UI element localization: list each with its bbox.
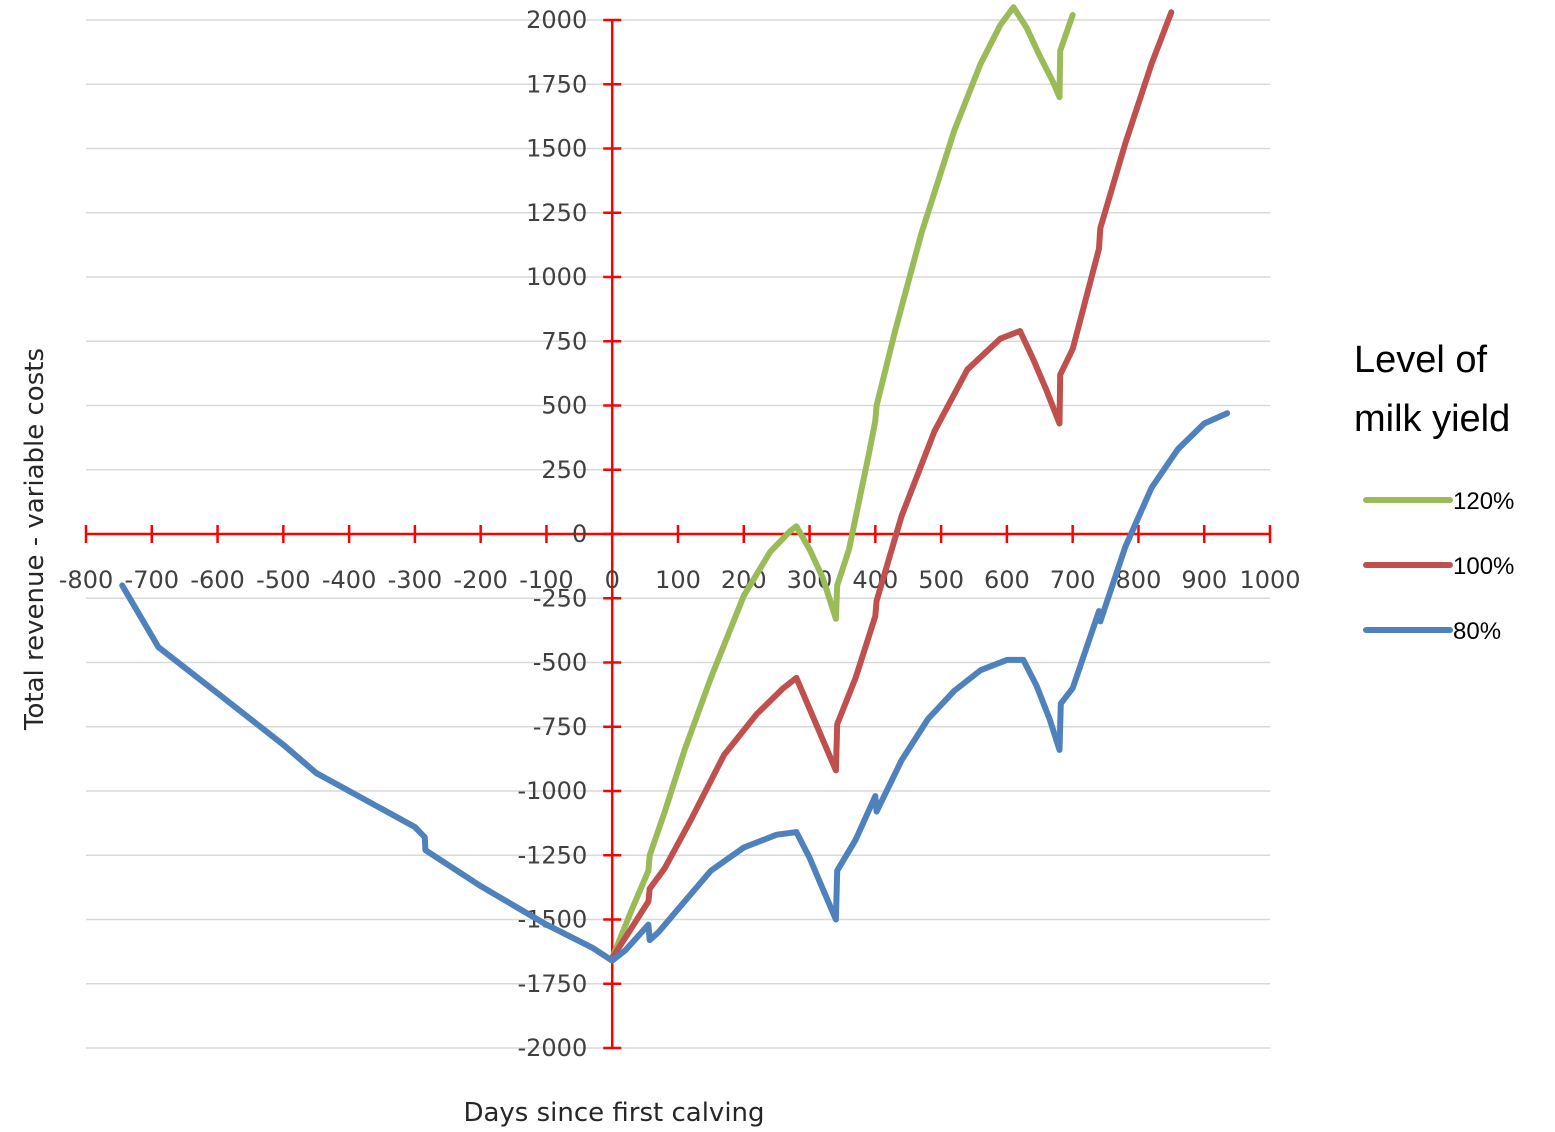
legend-label: 100% bbox=[1453, 553, 1514, 580]
x-tick-label: 800 bbox=[1116, 566, 1162, 594]
legend-title-line-1: Level of bbox=[1354, 339, 1488, 381]
y-tick-label: -1750 bbox=[517, 970, 587, 998]
x-tick-label: 0 bbox=[605, 566, 620, 594]
x-tick-label: -200 bbox=[453, 566, 507, 594]
y-tick-label: -750 bbox=[533, 713, 587, 741]
x-tick-label: 1000 bbox=[1239, 566, 1300, 594]
y-tick-label: 1250 bbox=[526, 199, 587, 227]
x-tick-label: -300 bbox=[388, 566, 442, 594]
x-tick-label: -700 bbox=[125, 566, 179, 594]
x-tick-label: -500 bbox=[256, 566, 310, 594]
y-axis-title: Total revenue - variable costs bbox=[20, 348, 50, 731]
x-axis-title: Days since first calving bbox=[463, 1098, 764, 1128]
y-tick-label: 1500 bbox=[526, 135, 587, 163]
series-line-120pct bbox=[609, 4, 1076, 961]
y-tick-label: 2000 bbox=[526, 6, 587, 34]
x-tick-label: 700 bbox=[1050, 566, 1096, 594]
y-tick-label: 500 bbox=[541, 392, 587, 420]
legend-label: 80% bbox=[1453, 618, 1501, 645]
y-tick-label: 0 bbox=[572, 520, 587, 548]
x-tick-label: 400 bbox=[852, 566, 898, 594]
y-tick-label: 1750 bbox=[526, 70, 587, 98]
legend-label: 120% bbox=[1453, 488, 1514, 515]
series-layer bbox=[119, 4, 1231, 964]
series-line-80pct bbox=[119, 410, 1231, 964]
y-tick-label: 750 bbox=[541, 327, 587, 355]
x-tick-label: 500 bbox=[918, 566, 964, 594]
y-tick-label: -2000 bbox=[517, 1034, 587, 1062]
legend-title-line-2: milk yield bbox=[1354, 398, 1510, 440]
gridlines bbox=[86, 19, 1270, 1049]
y-axis-ticks: 2000 1750 1500 1250 1000 750 500 250 0 -250 -500 -7… bbox=[517, 6, 622, 1062]
y-tick-label: -1000 bbox=[517, 777, 587, 805]
y-tick-label: -1250 bbox=[517, 841, 587, 869]
x-tick-label: 600 bbox=[984, 566, 1030, 594]
x-tick-label: -600 bbox=[190, 566, 244, 594]
y-tick-label: 1000 bbox=[526, 263, 587, 291]
series-line-100pct bbox=[609, 9, 1175, 961]
legend-items: 120% 100% 80% bbox=[1363, 488, 1514, 645]
y-tick-label: 250 bbox=[541, 456, 587, 484]
y-tick-label: -500 bbox=[533, 649, 587, 677]
x-tick-label: 100 bbox=[655, 566, 701, 594]
x-tick-label: -800 bbox=[59, 566, 113, 594]
x-tick-label: 900 bbox=[1181, 566, 1227, 594]
x-tick-label: -100 bbox=[519, 566, 573, 594]
x-axis-ticks: -800 -700 -600 -500 -400 -300 -200 -100 0 100 200 3… bbox=[59, 525, 1301, 594]
legend: Level of milk yield 120% 100% 80% bbox=[1354, 339, 1514, 645]
x-tick-label: -400 bbox=[322, 566, 376, 594]
y-tick-label: -250 bbox=[533, 584, 587, 612]
